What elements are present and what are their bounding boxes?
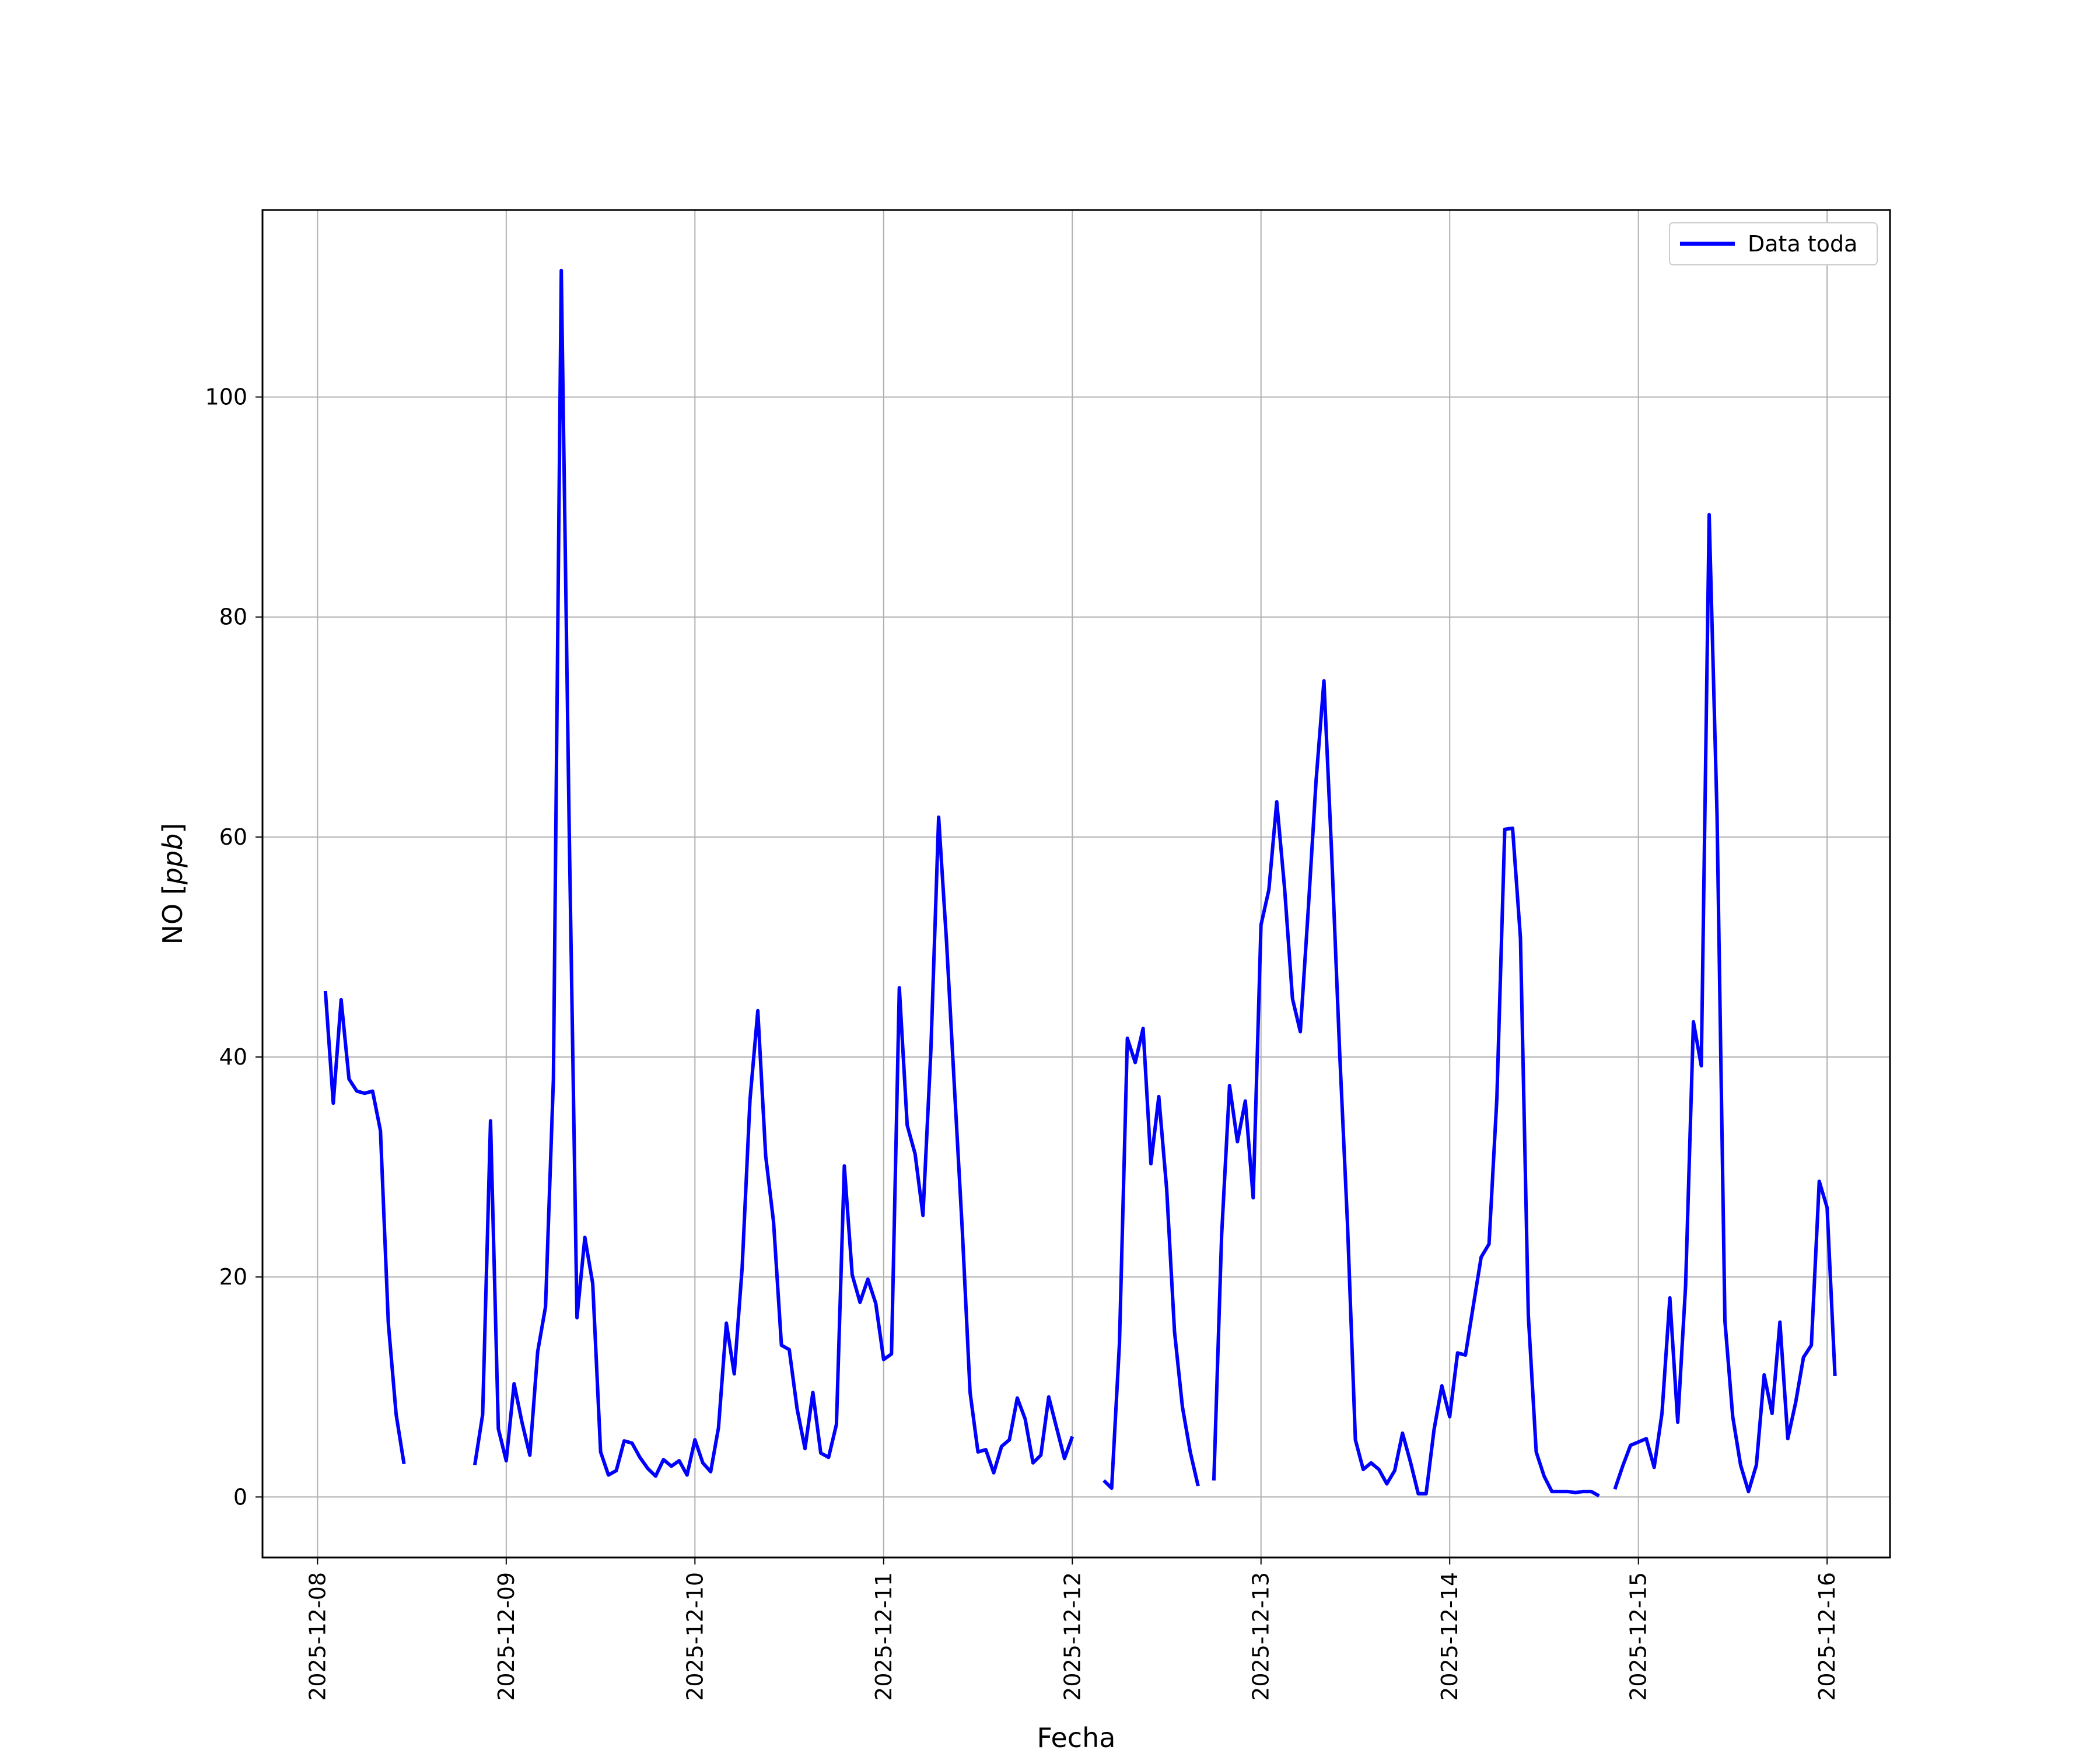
y-tick-label: 100 [205,384,247,410]
grid-lines [262,210,1890,1558]
legend-box [1669,222,1878,265]
y-axis-ticks: 0 20 40 60 80 100 [205,384,262,1510]
legend: Data toda [1669,222,1878,265]
x-tick-label: 2025-12-13 [1248,1572,1274,1701]
x-tick-label: 2025-12-08 [304,1572,330,1701]
x-tick-label: 2025-12-09 [494,1572,519,1701]
x-axis-ticks: 2025-12-08 2025-12-09 2025-12-10 2025-12-11… [304,1558,1840,1701]
y-tick-label: 60 [219,824,247,850]
x-tick-label: 2025-12-12 [1059,1572,1085,1701]
legend-entry-label: Data toda [1748,231,1857,257]
y-axis-label-unit: ppb [157,834,188,886]
y-axis-label-close: ] [157,823,188,834]
x-tick-label: 2025-12-10 [682,1572,708,1701]
data-series-group [323,268,1837,1498]
x-axis-label: Fecha [1037,1722,1116,1750]
y-tick-label: 80 [219,604,247,630]
series-line-data-toda [323,268,1837,1498]
x-tick-label: 2025-12-11 [871,1572,897,1701]
y-axis-label-base: NO [ [157,884,188,944]
x-tick-label: 2025-12-14 [1437,1572,1462,1701]
x-tick-label: 2025-12-15 [1626,1572,1651,1701]
x-tick-label: 2025-12-16 [1814,1572,1840,1701]
y-tick-label: 40 [219,1044,247,1070]
plot-frame [261,209,1891,1559]
y-tick-label: 0 [233,1484,247,1510]
y-tick-label: 20 [219,1264,247,1290]
y-axis-label: NO [ppb] [157,823,188,945]
